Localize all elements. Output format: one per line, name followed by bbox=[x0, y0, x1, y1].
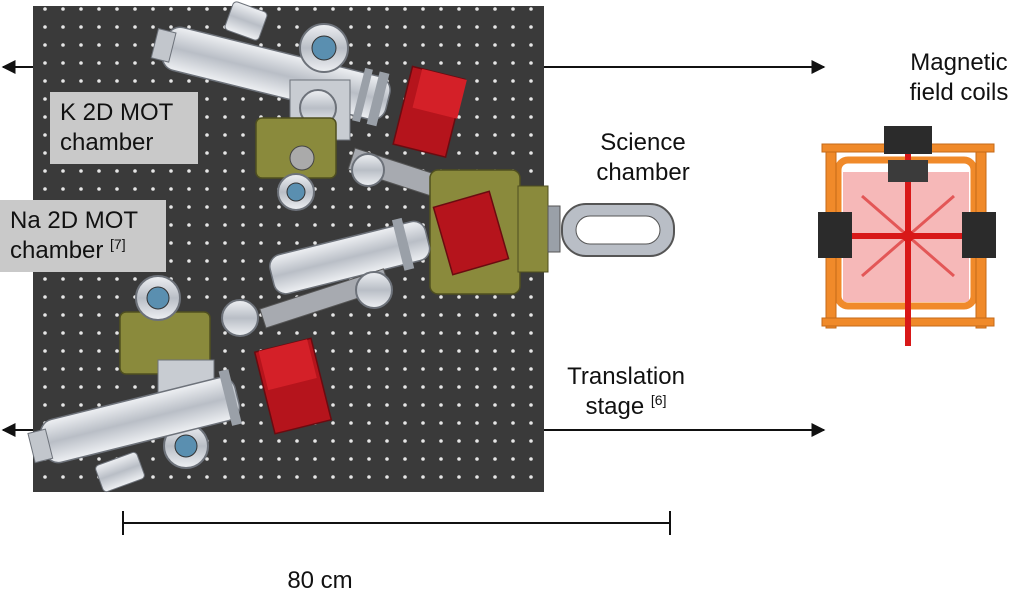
na-mot-chamber-label: Na 2D MOT chamber [7] bbox=[0, 200, 166, 272]
science-chamber-label: Science chamber bbox=[596, 129, 690, 186]
k-mot-chamber-label: K 2D MOT chamber bbox=[50, 92, 198, 164]
magnetic-field-coils bbox=[818, 126, 996, 346]
na-mot-reference: [7] bbox=[110, 236, 126, 252]
k-mot-assembly bbox=[150, 1, 467, 211]
translation-stage-reference: [6] bbox=[650, 392, 667, 408]
na-mot-assembly bbox=[27, 217, 431, 493]
scale-bar-label: 80 cm bbox=[287, 567, 353, 594]
translation-stage-label: Translation stage [6] bbox=[567, 363, 685, 420]
magnetic-field-coils-label: Magnetic field coils bbox=[909, 49, 1009, 106]
translation-rails bbox=[1, 60, 826, 437]
science-chamber-assembly bbox=[429, 169, 675, 295]
scale-bar bbox=[122, 511, 671, 535]
